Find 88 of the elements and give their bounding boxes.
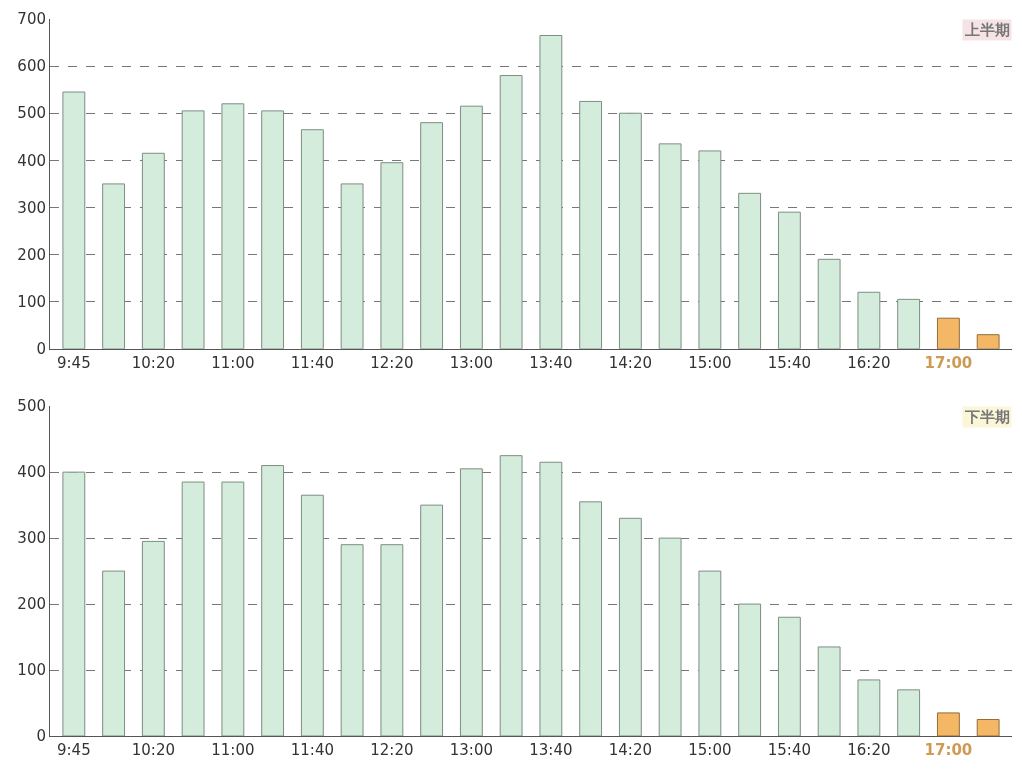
y-tick-label: 300 <box>17 198 46 217</box>
bar <box>936 712 960 736</box>
bar <box>141 152 165 349</box>
bar <box>300 129 324 349</box>
bar <box>221 103 245 349</box>
bar <box>857 679 881 736</box>
x-tick-label: 13:40 <box>529 353 573 372</box>
bar <box>817 258 841 349</box>
chart-title: 下半期 <box>964 408 1010 426</box>
y-tick-label: 400 <box>17 151 46 170</box>
x-tick-label: 11:40 <box>290 353 334 372</box>
bar <box>261 465 285 736</box>
bar <box>459 105 483 349</box>
bar <box>181 110 205 349</box>
bar <box>698 570 722 736</box>
bar <box>420 122 444 349</box>
bar <box>102 570 126 736</box>
x-tick-label: 11:00 <box>211 353 255 372</box>
bar <box>62 471 86 736</box>
y-tick-label: 500 <box>17 104 46 123</box>
x-tick-label: 15:00 <box>688 353 732 372</box>
y-tick-label: 400 <box>17 463 46 482</box>
x-tick-label: 15:40 <box>767 741 812 759</box>
bar <box>579 501 603 736</box>
bar <box>738 192 762 349</box>
x-tick-label: 16:20 <box>847 741 891 759</box>
x-tick-label: 16:20 <box>847 353 891 372</box>
y-tick-label: 0 <box>36 727 46 746</box>
bar <box>181 481 205 736</box>
y-tick-label: 200 <box>17 245 46 264</box>
y-tick-label: 700 <box>17 10 46 29</box>
bar <box>499 75 523 349</box>
bar <box>897 689 921 736</box>
bar <box>221 481 245 736</box>
bar <box>857 291 881 349</box>
bar <box>459 468 483 736</box>
bar <box>420 504 444 736</box>
y-tick-label: 500 <box>17 397 46 416</box>
chart-title: 上半期 <box>964 21 1010 39</box>
y-tick-label: 200 <box>17 595 46 614</box>
x-tick-label: 13:00 <box>449 741 493 759</box>
bar <box>658 143 682 349</box>
bar <box>936 317 960 349</box>
bar <box>777 616 801 736</box>
bar <box>817 646 841 736</box>
x-tick-label: 11:40 <box>290 741 334 759</box>
x-tick-label: 9:45 <box>57 353 91 372</box>
bar <box>340 544 364 736</box>
bar <box>380 162 404 349</box>
y-tick-label: 100 <box>17 292 46 311</box>
bar <box>340 183 364 349</box>
y-tick-label: 100 <box>17 661 46 680</box>
bar <box>300 494 324 736</box>
x-tick-label: 14:20 <box>608 353 652 372</box>
bar <box>261 110 285 349</box>
x-tick-label: 15:00 <box>688 741 732 759</box>
x-tick-label: 9:45 <box>57 741 91 759</box>
bar <box>62 91 86 349</box>
y-tick-label: 600 <box>17 57 46 76</box>
bar <box>539 34 563 349</box>
bar <box>698 150 722 349</box>
bar <box>499 455 523 736</box>
x-tick-label: 13:00 <box>449 353 493 372</box>
x-tick-label: 14:20 <box>608 741 652 759</box>
x-tick-label: 17:00 <box>924 741 973 759</box>
bar <box>579 100 603 349</box>
bar <box>618 517 642 736</box>
bar <box>658 537 682 736</box>
x-tick-label: 13:40 <box>529 741 573 759</box>
y-tick-label: 0 <box>36 340 46 359</box>
x-tick-label: 17:00 <box>924 353 973 372</box>
bar <box>102 183 126 349</box>
bar <box>618 112 642 349</box>
x-tick-label: 15:40 <box>767 353 812 372</box>
bar <box>738 603 762 736</box>
x-tick-label: 12:20 <box>370 741 414 759</box>
bar <box>976 719 1000 736</box>
x-tick-label: 12:20 <box>370 353 414 372</box>
bar <box>141 540 165 736</box>
x-tick-label: 11:00 <box>211 741 255 759</box>
bar <box>380 544 404 736</box>
x-tick-label: 10:20 <box>131 353 175 372</box>
y-tick-label: 300 <box>17 529 46 548</box>
bar <box>777 211 801 349</box>
x-tick-label: 10:20 <box>131 741 175 759</box>
bar <box>539 461 563 736</box>
bar <box>897 298 921 349</box>
bar <box>976 334 1000 349</box>
